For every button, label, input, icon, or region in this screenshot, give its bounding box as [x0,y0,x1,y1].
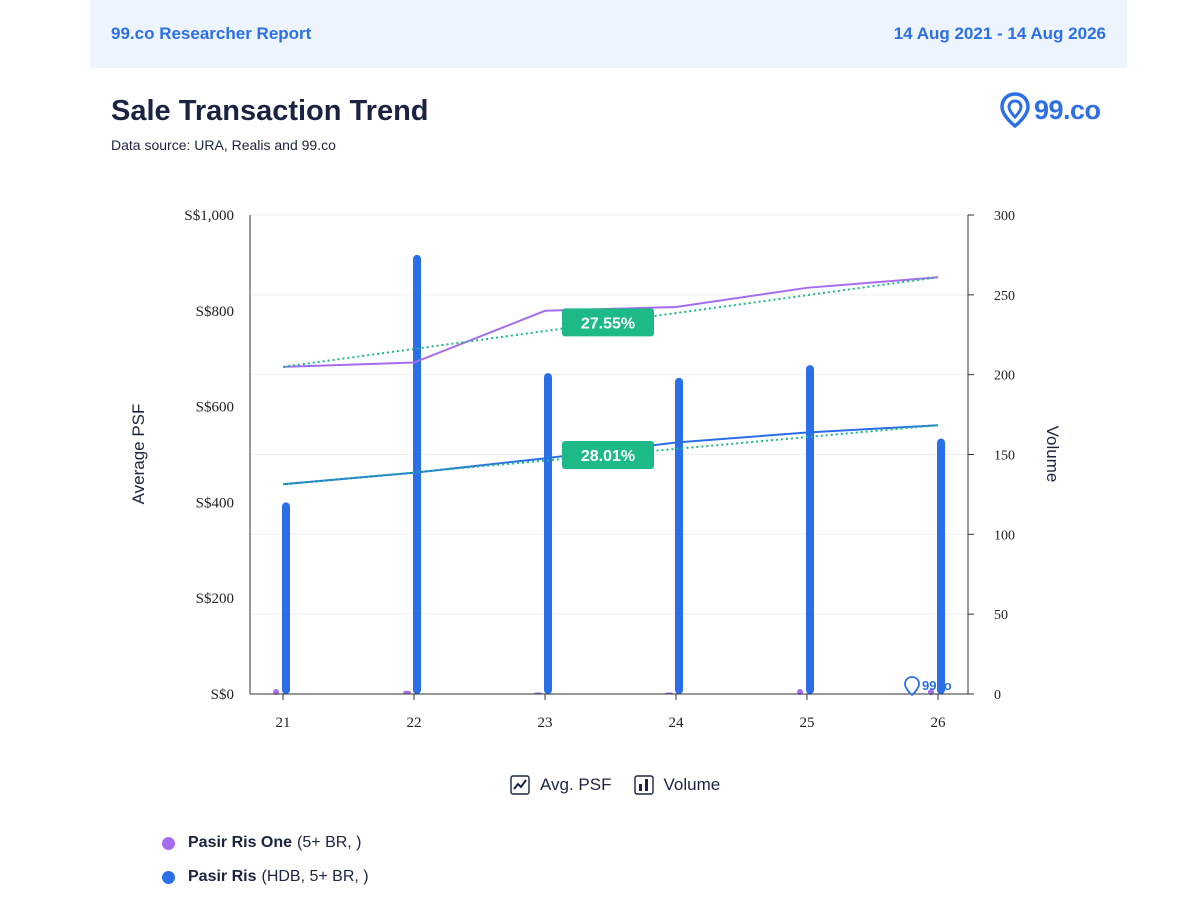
trend-badge [562,440,654,469]
toggle-volume-label: Volume [663,775,721,794]
legend: Pasir Ris One (5+ BR, ) Pasir Ris (HDB, … [162,826,369,894]
x-tick-label: 22 [407,715,422,731]
axes: 0 50 100 150 200 250 300 S$0 S$200 S$400 S$600 S$80… [129,208,1062,731]
volume-bar [403,690,411,694]
volume-bar [413,254,421,694]
trendlines: 27.55% 28.01% [282,276,939,486]
legend-item-pasir-ris[interactable]: Pasir Ris (HDB, 5+ BR, ) [162,860,369,894]
y2-tick-label: 50 [994,608,1008,623]
x-tick-label: 21 [276,715,291,731]
y-axis-title: Average PSF [129,404,148,505]
trend-badge [562,308,654,337]
legend-dot [162,870,175,884]
y2-tick-label: 150 [994,449,1015,464]
legend-detail: (HDB, 5+ BR, ) [261,868,369,885]
volume-bar [806,365,814,694]
location-pin-icon [1000,92,1030,128]
report-title: 99.co Researcher Report [111,24,312,43]
brand-logo: 99.co [1000,92,1101,128]
trend-badge-label: 27.55% [581,315,635,332]
chart-title: Sale Transaction Trend [111,95,429,127]
report-header [90,0,1127,68]
data-source: Data source: URA, Realis and 99.co [111,137,336,153]
x-tick-label: 25 [800,715,815,731]
x-tick-label: 26 [931,715,947,731]
legend-dot [162,836,175,850]
y-tick-label: S$1,000 [184,208,234,224]
volume-bar [675,377,683,694]
y-tick-label: S$600 [196,400,234,416]
toggle-volume[interactable]: Volume [633,775,721,795]
toggle-avg-psf[interactable]: Avg. PSF [510,775,612,795]
y2-tick-label: 300 [994,209,1015,224]
y2-tick-label: 250 [994,289,1015,304]
location-pin-icon [904,676,920,697]
bar-chart-icon [633,775,654,795]
brand-name: 99.co [1034,94,1101,125]
chart: 27.55% 28.01% 0 50 100 150 200 250 300 S$0 S$200 S… [129,208,1062,731]
y-tick-label: S$0 [211,687,234,703]
legend-detail: (5+ BR, ) [297,834,362,851]
y2-tick-label: 0 [994,688,1001,703]
line-chart-icon [510,775,530,795]
date-range: 14 Aug 2021 - 14 Aug 2026 [893,24,1106,43]
volume-bar [937,438,945,694]
y2-tick-label: 100 [994,528,1015,543]
chart-watermark: 99co [904,676,952,697]
y-tick-label: S$200 [196,591,234,607]
y2-axis-title: Volume [1043,426,1062,483]
legend-name: Pasir Ris One [188,834,293,851]
y2-tick-label: 200 [994,369,1015,384]
x-tick-label: 23 [538,715,553,731]
trend-badge-label: 28.01% [581,448,635,465]
volume-bar [544,373,552,694]
volume-bar [282,502,290,694]
legend-item-pasir-ris-one[interactable]: Pasir Ris One (5+ BR, ) [162,826,369,860]
series-toggles: Avg. PSF Volume [510,775,720,795]
x-tick-label: 24 [669,715,685,731]
bars [273,254,945,695]
legend-name: Pasir Ris [188,868,257,885]
watermark-text: 99co [922,678,952,693]
y-tick-label: S$800 [196,304,234,320]
toggle-avg-psf-label: Avg. PSF [540,775,612,794]
y-tick-label: S$400 [196,495,234,511]
